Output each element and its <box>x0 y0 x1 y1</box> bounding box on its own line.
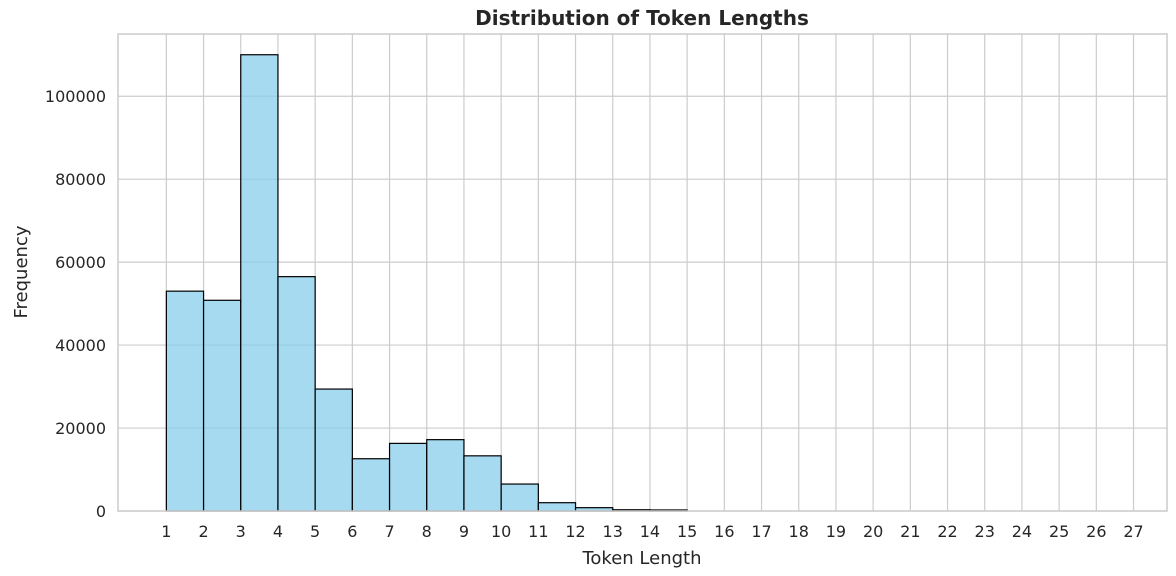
x-tick-label: 11 <box>528 522 548 541</box>
histogram-bar <box>165 290 205 512</box>
y-tick-label: 80000 <box>55 170 106 189</box>
x-tick-label: 27 <box>1123 522 1143 541</box>
x-tick-labels: 1 2 3 4 5 6 7 8 9 10 11 12 13 14 15 16 17 18 19 20 21 22 23 24 2… <box>161 522 1143 541</box>
y-tick-label: 0 <box>96 502 106 521</box>
y-tick-label: 20000 <box>55 419 106 438</box>
grid <box>118 34 1167 512</box>
x-tick-label: 16 <box>714 522 734 541</box>
x-tick-label: 18 <box>789 522 809 541</box>
y-tick-label: 40000 <box>55 336 106 355</box>
histogram-bar <box>314 388 353 512</box>
x-tick-label: 3 <box>236 522 246 541</box>
x-axis-label: Token Length <box>581 548 701 569</box>
x-tick-label: 7 <box>384 522 394 541</box>
bars <box>165 54 688 512</box>
x-tick-label: 24 <box>1012 522 1032 541</box>
y-axis-label: Frequency <box>11 225 32 318</box>
x-tick-label: 14 <box>640 522 660 541</box>
histogram-bar <box>202 299 242 512</box>
y-tick-labels: 0 20000 40000 60000 80000 100000 <box>45 87 106 521</box>
x-tick-label: 17 <box>751 522 771 541</box>
x-tick-label: 4 <box>273 522 283 541</box>
x-tick-label: 20 <box>863 522 883 541</box>
x-tick-label: 1 <box>161 522 171 541</box>
x-tick-label: 5 <box>310 522 320 541</box>
histogram-bar <box>463 455 502 512</box>
plot-frame <box>117 33 1168 512</box>
x-tick-label: 12 <box>565 522 585 541</box>
x-tick-label: 8 <box>422 522 432 541</box>
x-tick-label: 13 <box>603 522 623 541</box>
histogram-bar <box>240 54 279 512</box>
x-tick-label: 9 <box>459 522 469 541</box>
x-tick-label: 19 <box>826 522 846 541</box>
x-tick-label: 25 <box>1049 522 1069 541</box>
histogram-bar <box>500 483 539 512</box>
y-tick-label: 60000 <box>55 253 106 272</box>
histogram-bar <box>537 502 577 512</box>
histogram-bar <box>277 276 316 512</box>
histogram-bar <box>426 439 465 512</box>
x-tick-label: 22 <box>937 522 957 541</box>
histogram-bar <box>388 442 428 512</box>
x-tick-label: 2 <box>198 522 208 541</box>
chart-title: Distribution of Token Lengths <box>475 6 809 30</box>
x-tick-label: 10 <box>491 522 511 541</box>
y-tick-label: 100000 <box>45 87 106 106</box>
x-tick-label: 15 <box>677 522 697 541</box>
x-tick-label: 21 <box>900 522 920 541</box>
x-tick-label: 6 <box>347 522 357 541</box>
x-tick-label: 26 <box>1086 522 1106 541</box>
x-tick-label: 23 <box>975 522 995 541</box>
histogram-bar <box>351 458 391 512</box>
